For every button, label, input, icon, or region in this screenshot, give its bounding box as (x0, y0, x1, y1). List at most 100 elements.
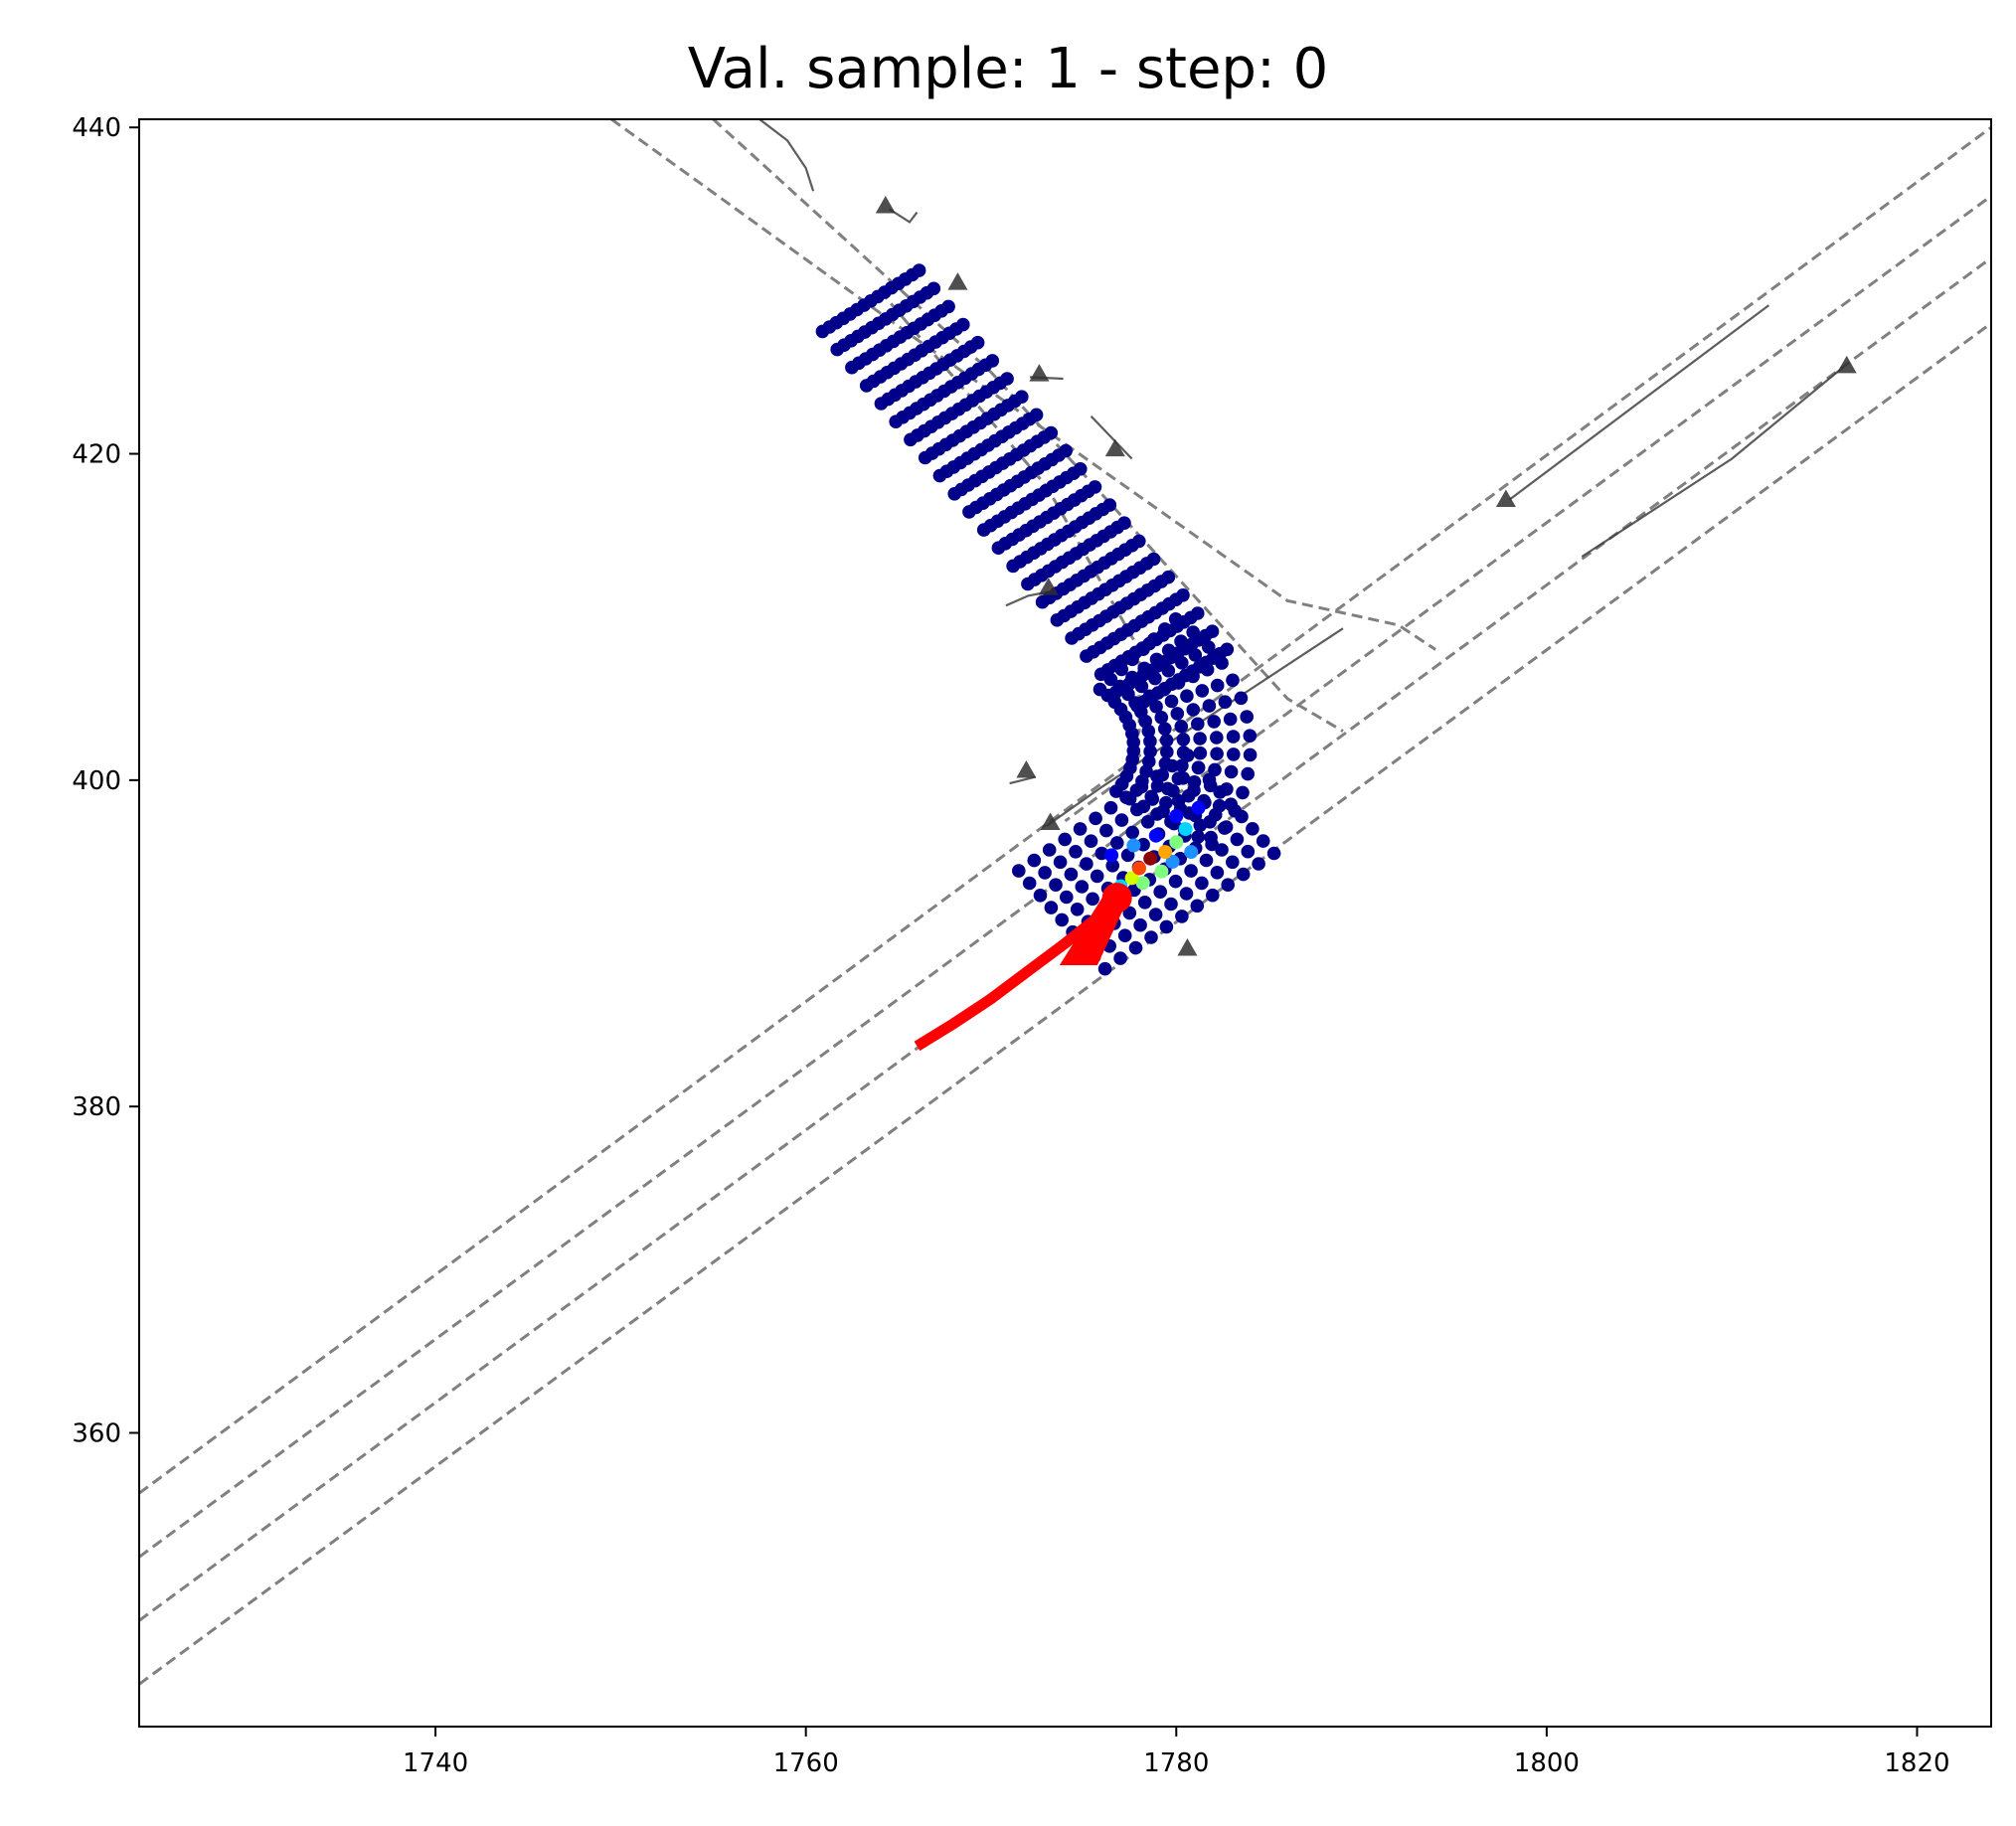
heat-point (1178, 822, 1193, 837)
density-point (1186, 703, 1201, 717)
density-point (1044, 425, 1059, 440)
density-point (1186, 625, 1200, 639)
density-point (1147, 632, 1161, 646)
density-point (1202, 772, 1217, 787)
density-point (1187, 783, 1201, 797)
density-point (1154, 711, 1169, 725)
density-point (1190, 899, 1205, 913)
density-point (1157, 682, 1171, 697)
density-point (1213, 785, 1228, 799)
density-point (1208, 762, 1222, 777)
density-point (1049, 878, 1063, 892)
road-boundary (1581, 366, 1844, 558)
heat-point (1135, 876, 1150, 891)
density-point (1235, 809, 1249, 824)
density-point (1058, 832, 1072, 847)
density-point (1146, 552, 1161, 567)
density-point (1136, 642, 1150, 656)
density-point (1029, 408, 1044, 422)
density-point (1191, 760, 1206, 774)
density-point (1075, 880, 1090, 894)
density-point (1176, 588, 1190, 602)
density-point (1205, 624, 1220, 638)
density-point (1110, 836, 1124, 850)
density-point (1160, 745, 1174, 759)
density-point (926, 281, 941, 296)
density-point (1171, 793, 1186, 808)
density-point (1128, 940, 1143, 955)
density-point (1174, 720, 1189, 734)
density-point (1240, 710, 1254, 724)
x-tick-label: 1820 (1884, 1748, 1949, 1778)
density-point (1149, 652, 1164, 667)
density-point (1246, 822, 1260, 836)
road-boundary (888, 208, 919, 224)
heat-point (1126, 838, 1141, 853)
density-point (1208, 807, 1223, 822)
density-point (1070, 903, 1085, 916)
density-point (1143, 745, 1157, 758)
density-point (1117, 928, 1132, 942)
lane-line (139, 125, 1991, 1495)
density-point (1241, 844, 1256, 859)
density-point (1193, 818, 1208, 833)
heat-point (1158, 845, 1173, 860)
density-point (1149, 700, 1163, 714)
y-tick-label: 420 (72, 440, 121, 470)
density-point (956, 317, 970, 332)
density-point (1161, 570, 1176, 584)
density-point (1210, 678, 1225, 693)
density-point (1226, 673, 1240, 688)
density-point (1191, 606, 1205, 620)
density-point (1184, 864, 1198, 878)
density-point (1174, 634, 1188, 648)
density-point (1113, 951, 1127, 965)
density-point (1224, 764, 1239, 779)
density-point (1227, 747, 1241, 761)
density-point (1193, 732, 1207, 746)
density-point (1088, 480, 1102, 494)
density-point (1117, 516, 1131, 530)
density-point (1241, 766, 1255, 781)
density-point (1207, 715, 1221, 729)
x-tick-label: 1740 (403, 1748, 468, 1778)
heat-point (1154, 864, 1169, 879)
road-boundary (758, 119, 815, 192)
density-point (1164, 694, 1179, 709)
density-point (1224, 797, 1238, 811)
density-point (1103, 672, 1118, 687)
density-point (1134, 779, 1149, 794)
density-point (1243, 747, 1258, 762)
density-point (1175, 656, 1189, 670)
density-point (1221, 878, 1235, 892)
heat-point (1132, 861, 1146, 876)
density-point (1125, 670, 1139, 685)
density-point (1089, 811, 1102, 826)
triangle-marker (1836, 355, 1857, 374)
lane-line (712, 119, 1344, 733)
lane-line (139, 194, 1991, 1559)
heat-point (1165, 854, 1180, 869)
density-point (1220, 642, 1235, 657)
density-point (1188, 648, 1203, 662)
y-tick-label: 360 (72, 1419, 121, 1449)
density-point (1202, 640, 1216, 654)
density-point (1142, 754, 1156, 768)
lane-line (879, 289, 1141, 823)
density-point (1042, 843, 1057, 857)
density-point (1074, 462, 1088, 476)
plot-content (139, 119, 1991, 1686)
density-point (1022, 876, 1037, 891)
density-point (1134, 679, 1149, 694)
x-tick-label: 1780 (1143, 1748, 1209, 1778)
density-point (1102, 498, 1117, 512)
density-point (1137, 661, 1151, 676)
density-point (1059, 443, 1073, 458)
density-point (1223, 712, 1238, 727)
density-point (1125, 825, 1139, 840)
density-point (1175, 910, 1189, 923)
density-point (1210, 866, 1225, 880)
triangle-marker (875, 196, 896, 214)
density-point (941, 299, 955, 314)
